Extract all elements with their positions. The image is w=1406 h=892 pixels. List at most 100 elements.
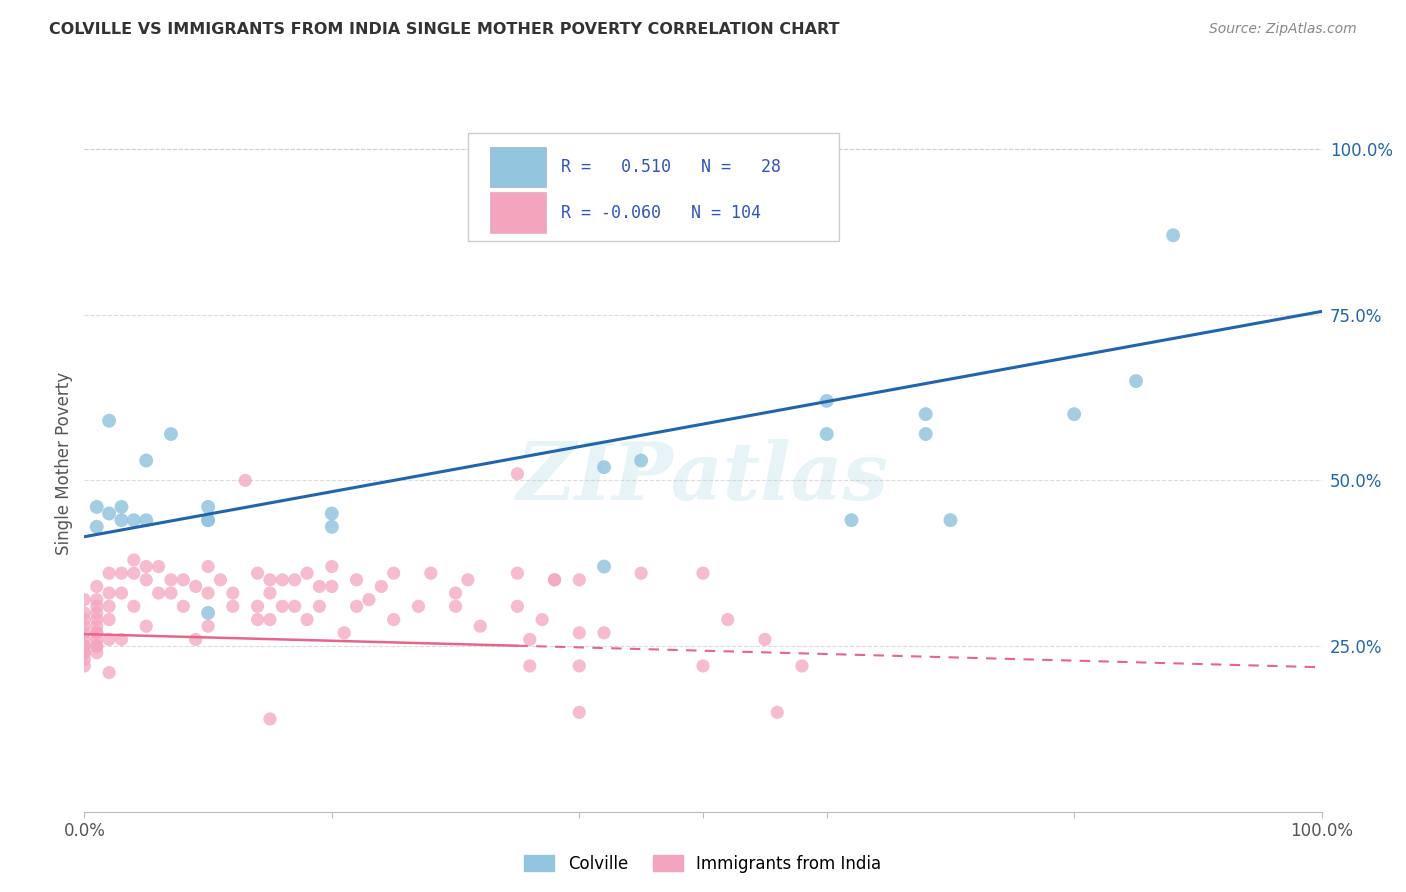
- Point: [73, 592, 96, 607]
- Point: [506, 599, 529, 614]
- Point: [98, 586, 121, 600]
- Point: [568, 706, 591, 720]
- Point: [98, 566, 121, 581]
- Point: [308, 579, 330, 593]
- Point: [86, 520, 108, 534]
- Point: [333, 625, 356, 640]
- Point: [630, 566, 652, 581]
- Point: [382, 613, 405, 627]
- Point: [470, 619, 492, 633]
- Point: [914, 407, 936, 421]
- Point: [382, 566, 405, 581]
- Point: [568, 625, 591, 640]
- Point: [506, 467, 529, 481]
- Point: [135, 453, 157, 467]
- Point: [98, 632, 121, 647]
- Point: [519, 659, 541, 673]
- Point: [246, 613, 269, 627]
- Point: [233, 474, 256, 488]
- Point: [284, 573, 307, 587]
- Point: [766, 706, 789, 720]
- Point: [86, 632, 108, 647]
- Point: [444, 586, 467, 600]
- Point: [295, 566, 318, 581]
- Point: [98, 613, 121, 627]
- Bar: [491, 193, 546, 233]
- Point: [630, 453, 652, 467]
- Point: [457, 573, 479, 587]
- Point: [86, 579, 108, 593]
- Point: [73, 659, 96, 673]
- Point: [73, 646, 96, 660]
- Bar: [491, 146, 546, 187]
- Point: [135, 513, 157, 527]
- Point: [308, 599, 330, 614]
- Point: [86, 606, 108, 620]
- Point: [73, 613, 96, 627]
- Point: [73, 625, 96, 640]
- Point: [815, 393, 838, 408]
- Point: [86, 639, 108, 653]
- Text: R =   0.510   N =   28: R = 0.510 N = 28: [561, 158, 780, 176]
- Point: [259, 712, 281, 726]
- Point: [754, 632, 776, 647]
- Point: [692, 566, 714, 581]
- Point: [98, 507, 121, 521]
- Point: [914, 427, 936, 442]
- Point: [543, 573, 565, 587]
- Point: [160, 573, 183, 587]
- Point: [197, 586, 219, 600]
- Point: [86, 592, 108, 607]
- Point: [98, 665, 121, 680]
- Point: [1125, 374, 1147, 388]
- Point: [506, 566, 529, 581]
- Point: [197, 559, 219, 574]
- Point: [184, 579, 207, 593]
- Point: [86, 599, 108, 614]
- Point: [543, 573, 565, 587]
- Point: [148, 559, 170, 574]
- Point: [86, 619, 108, 633]
- Point: [73, 646, 96, 660]
- Point: [160, 586, 183, 600]
- Point: [519, 632, 541, 647]
- Point: [939, 513, 962, 527]
- Text: R = -0.060   N = 104: R = -0.060 N = 104: [561, 203, 761, 222]
- Point: [86, 639, 108, 653]
- Point: [692, 659, 714, 673]
- Point: [98, 599, 121, 614]
- Point: [1063, 407, 1085, 421]
- Point: [271, 599, 294, 614]
- Point: [284, 599, 307, 614]
- Point: [172, 573, 194, 587]
- Point: [197, 606, 219, 620]
- Point: [271, 573, 294, 587]
- Point: [86, 613, 108, 627]
- Point: [321, 507, 343, 521]
- Point: [122, 553, 145, 567]
- Point: [357, 592, 380, 607]
- Point: [122, 599, 145, 614]
- Point: [110, 500, 132, 514]
- Point: [73, 619, 96, 633]
- Point: [593, 460, 616, 475]
- Point: [246, 599, 269, 614]
- Point: [568, 659, 591, 673]
- Point: [110, 566, 132, 581]
- Point: [135, 573, 157, 587]
- Point: [593, 559, 616, 574]
- Point: [110, 632, 132, 647]
- Point: [321, 559, 343, 574]
- Point: [259, 613, 281, 627]
- Point: [197, 513, 219, 527]
- Point: [222, 599, 245, 614]
- Point: [86, 625, 108, 640]
- Point: [148, 586, 170, 600]
- Y-axis label: Single Mother Poverty: Single Mother Poverty: [55, 372, 73, 556]
- Point: [73, 606, 96, 620]
- FancyBboxPatch shape: [468, 134, 839, 241]
- Legend: Colville, Immigrants from India: Colville, Immigrants from India: [517, 848, 889, 880]
- Point: [172, 599, 194, 614]
- Point: [419, 566, 441, 581]
- Point: [321, 579, 343, 593]
